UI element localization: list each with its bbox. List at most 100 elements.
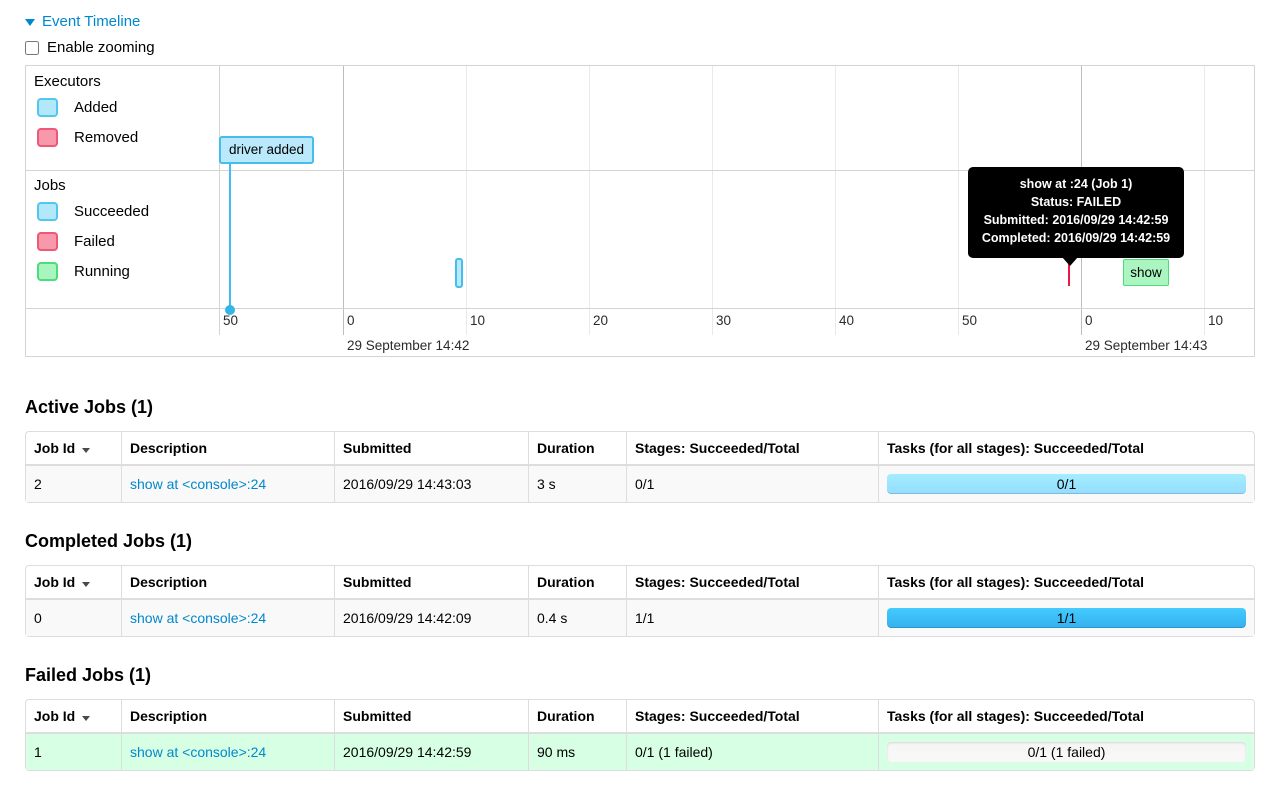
tasks-cell: 1/1 bbox=[878, 598, 1254, 636]
gridline-major bbox=[343, 66, 344, 335]
sort-caret-icon bbox=[82, 716, 91, 721]
legend-label: Added bbox=[74, 99, 118, 116]
event-timeline-panel: Executors Added Removed Jobs Succeeded F… bbox=[25, 65, 1255, 357]
enable-zooming-checkbox[interactable] bbox=[25, 40, 39, 55]
col-header-label: Job Id bbox=[34, 440, 76, 456]
job-id-cell: 2 bbox=[26, 464, 121, 502]
driver-added-line bbox=[229, 164, 231, 308]
driver-added-item[interactable]: driver added bbox=[219, 136, 315, 164]
submitted-cell: 2016/09/29 14:42:59 bbox=[334, 732, 528, 770]
col-header-job-id[interactable]: Job Id bbox=[26, 432, 121, 464]
col-header-duration[interactable]: Duration bbox=[528, 566, 626, 598]
table-row: 0 show at <console>:24 2016/09/29 14:42:… bbox=[26, 598, 1254, 636]
col-header-job-id[interactable]: Job Id bbox=[26, 566, 121, 598]
col-header-submitted[interactable]: Submitted bbox=[334, 566, 528, 598]
col-header-tasks[interactable]: Tasks (for all stages): Succeeded/Total bbox=[878, 700, 1254, 732]
stages-cell: 1/1 bbox=[626, 598, 878, 636]
col-header-submitted[interactable]: Submitted bbox=[334, 432, 528, 464]
axis-tick: 0 bbox=[347, 313, 355, 328]
failed-jobs-table: Job Id Description Submitted Duration St… bbox=[25, 699, 1255, 771]
gridline bbox=[958, 66, 959, 335]
axis-tick: 30 bbox=[716, 313, 732, 328]
row-separator bbox=[26, 170, 1254, 171]
failed-job-item[interactable] bbox=[1068, 259, 1070, 286]
failed-swatch-icon bbox=[37, 232, 58, 251]
duration-cell: 3 s bbox=[528, 464, 626, 502]
sort-caret-icon bbox=[82, 582, 91, 587]
axis-tick: 40 bbox=[839, 313, 855, 328]
col-header-tasks[interactable]: Tasks (for all stages): Succeeded/Total bbox=[878, 432, 1254, 464]
enable-zooming-label: Enable zooming bbox=[47, 39, 155, 56]
description-cell: show at <console>:24 bbox=[121, 598, 334, 636]
table-header-row: Job Id Description Submitted Duration St… bbox=[26, 700, 1254, 732]
tasks-progress-bar: 0/1 bbox=[887, 474, 1246, 494]
gridline bbox=[219, 66, 220, 335]
gridline bbox=[835, 66, 836, 335]
event-timeline-toggle[interactable]: Event Timeline bbox=[25, 13, 140, 30]
legend-executors-title: Executors bbox=[34, 73, 101, 90]
job-description-link[interactable]: show at <console>:24 bbox=[130, 476, 267, 492]
col-header-tasks[interactable]: Tasks (for all stages): Succeeded/Total bbox=[878, 566, 1254, 598]
axis-tick: 50 bbox=[962, 313, 978, 328]
duration-cell: 90 ms bbox=[528, 732, 626, 770]
gridline bbox=[712, 66, 713, 335]
progress-fill bbox=[887, 608, 1246, 628]
axis-line bbox=[26, 308, 1254, 309]
axis-tick: 20 bbox=[593, 313, 609, 328]
tooltip-status: Status: FAILED bbox=[1030, 195, 1122, 209]
legend-jobs-title: Jobs bbox=[34, 177, 66, 194]
job-id-cell: 0 bbox=[26, 598, 121, 636]
running-swatch-icon bbox=[37, 262, 58, 281]
col-header-job-id[interactable]: Job Id bbox=[26, 700, 121, 732]
gridline bbox=[589, 66, 590, 335]
tasks-progress-bar: 1/1 bbox=[887, 608, 1246, 628]
col-header-stages[interactable]: Stages: Succeeded/Total bbox=[626, 566, 878, 598]
col-header-duration[interactable]: Duration bbox=[528, 432, 626, 464]
sort-caret-icon bbox=[82, 448, 91, 453]
stages-cell: 0/1 bbox=[626, 464, 878, 502]
failed-jobs-heading: Failed Jobs (1) bbox=[25, 665, 152, 685]
col-header-stages[interactable]: Stages: Succeeded/Total bbox=[626, 432, 878, 464]
submitted-cell: 2016/09/29 14:43:03 bbox=[334, 464, 528, 502]
col-header-duration[interactable]: Duration bbox=[528, 700, 626, 732]
event-timeline-title[interactable]: Event Timeline bbox=[42, 13, 141, 30]
col-header-label: Job Id bbox=[34, 708, 76, 724]
job-description-link[interactable]: show at <console>:24 bbox=[130, 744, 267, 760]
duration-cell: 0.4 s bbox=[528, 598, 626, 636]
axis-tick: 10 bbox=[470, 313, 486, 328]
col-header-description[interactable]: Description bbox=[121, 432, 334, 464]
col-header-stages[interactable]: Stages: Succeeded/Total bbox=[626, 700, 878, 732]
table-row: 2 show at <console>:24 2016/09/29 14:43:… bbox=[26, 464, 1254, 502]
col-header-description[interactable]: Description bbox=[121, 700, 334, 732]
removed-swatch-icon bbox=[37, 128, 58, 147]
running-job-item[interactable]: show bbox=[1123, 259, 1169, 286]
driver-added-dot bbox=[225, 305, 235, 315]
legend-item-succeeded: Succeeded bbox=[37, 202, 149, 221]
succeeded-job-item[interactable] bbox=[455, 258, 463, 288]
axis-tick: 10 bbox=[1208, 313, 1224, 328]
job-description-link[interactable]: show at <console>:24 bbox=[130, 610, 267, 626]
legend-item-failed: Failed bbox=[37, 232, 115, 251]
collapse-caret-icon bbox=[25, 19, 35, 26]
enable-zooming-control[interactable]: Enable zooming bbox=[25, 39, 155, 56]
table-header-row: Job Id Description Submitted Duration St… bbox=[26, 432, 1254, 464]
active-jobs-table: Job Id Description Submitted Duration St… bbox=[25, 431, 1255, 503]
tooltip-title: show at :24 (Job 1) bbox=[1019, 177, 1133, 191]
tooltip-completed: Completed: 2016/09/29 14:42:59 bbox=[981, 231, 1171, 245]
col-header-description[interactable]: Description bbox=[121, 566, 334, 598]
job-tooltip: show at :24 (Job 1) Status: FAILED Submi… bbox=[968, 167, 1184, 258]
col-header-submitted[interactable]: Submitted bbox=[334, 700, 528, 732]
completed-jobs-table: Job Id Description Submitted Duration St… bbox=[25, 565, 1255, 637]
progress-label: 0/1 (1 failed) bbox=[1027, 744, 1106, 760]
tasks-cell: 0/1 (1 failed) bbox=[878, 732, 1254, 770]
tasks-cell: 0/1 bbox=[878, 464, 1254, 502]
table-header-row: Job Id Description Submitted Duration St… bbox=[26, 566, 1254, 598]
tooltip-arrow bbox=[1062, 257, 1078, 266]
axis-tick: 0 bbox=[1085, 313, 1093, 328]
succeeded-swatch-icon bbox=[37, 202, 58, 221]
completed-jobs-heading: Completed Jobs (1) bbox=[25, 531, 193, 551]
legend-label: Running bbox=[74, 263, 130, 280]
description-cell: show at <console>:24 bbox=[121, 732, 334, 770]
axis-tick: 50 bbox=[223, 313, 239, 328]
legend-label: Failed bbox=[74, 233, 115, 250]
